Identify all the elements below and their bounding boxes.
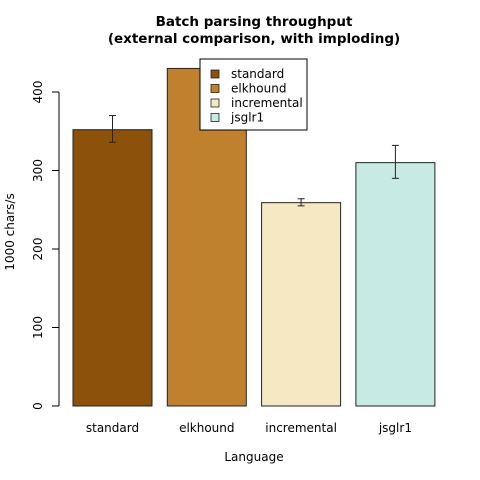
y-axis-label: 1000 chars/s	[3, 193, 17, 270]
error-bar-jsglr1	[391, 144, 399, 179]
x-tick-labels: standard elkhound incremental jsglr1	[86, 421, 412, 435]
x-tick-label-jsglr1: jsglr1	[378, 421, 412, 435]
error-bar-incremental	[297, 198, 305, 207]
bar-standard	[72, 129, 153, 407]
bar-incremental	[261, 202, 342, 407]
x-tick-label-standard: standard	[86, 421, 139, 435]
y-tick-label-400: 400	[31, 81, 45, 104]
x-tick-label-elkhound: elkhound	[179, 421, 234, 435]
x-tick-label-incremental: incremental	[265, 421, 337, 435]
legend-label-jsglr1: jsglr1	[230, 111, 264, 125]
y-tick-label-100: 100	[31, 316, 45, 339]
legend-label-standard: standard	[231, 67, 284, 81]
y-tick-label-300: 300	[31, 159, 45, 182]
legend-swatch-incremental	[210, 98, 220, 108]
legend-swatch-standard	[210, 69, 220, 79]
legend-swatch-jsglr1	[210, 113, 220, 122]
y-tick-label-200: 200	[31, 238, 45, 261]
bar-jsglr1	[355, 162, 436, 407]
legend-label-elkhound: elkhound	[231, 82, 286, 96]
legend-swatch-elkhound	[210, 84, 220, 93]
chart-title-line-2: (external comparison, with imploding)	[108, 31, 400, 47]
error-bar-standard	[109, 115, 116, 143]
y-tick-label-0: 0	[31, 402, 45, 410]
legend-label-incremental: incremental	[231, 96, 303, 110]
y-axis: 0 100 200 300 400	[31, 81, 60, 410]
chart-title-line-1: Batch parsing throughput	[156, 14, 353, 30]
x-axis-label: Language	[224, 450, 283, 464]
